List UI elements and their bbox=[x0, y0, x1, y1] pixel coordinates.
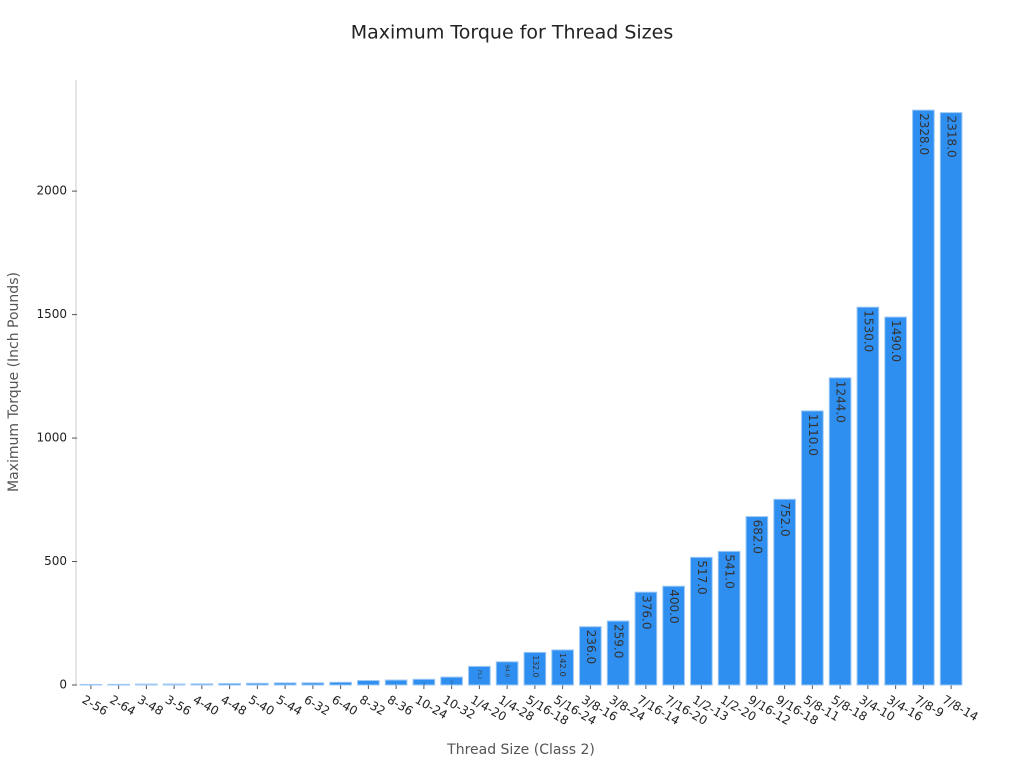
x-tick-label: 3-48 bbox=[135, 693, 166, 719]
bar bbox=[301, 682, 325, 686]
value-label: 3.5 bbox=[145, 687, 147, 689]
value-label: 2328.0 bbox=[917, 113, 931, 155]
bar bbox=[579, 626, 602, 686]
value-label: 6.9 bbox=[256, 686, 258, 688]
value-label: 1244.0 bbox=[834, 381, 848, 423]
bar bbox=[523, 651, 547, 686]
value-label: 1110.0 bbox=[806, 414, 820, 456]
y-tick-label: 0 bbox=[59, 678, 67, 692]
value-label: 20.0 bbox=[395, 683, 397, 686]
x-tick-label: 5-40 bbox=[246, 693, 277, 719]
bar bbox=[495, 661, 519, 686]
bar bbox=[329, 681, 352, 686]
x-axis-label: Thread Size (Class 2) bbox=[446, 742, 595, 758]
x-tick-label: 6-32 bbox=[302, 693, 333, 719]
chart-title: Maximum Torque for Thread Sizes bbox=[351, 22, 674, 44]
value-label: 4.0 bbox=[173, 687, 175, 689]
x-tick-label: 8-32 bbox=[357, 693, 388, 719]
bar bbox=[634, 591, 658, 686]
bar bbox=[856, 306, 880, 686]
bar bbox=[801, 410, 824, 686]
bar bbox=[828, 377, 852, 686]
bar bbox=[79, 683, 103, 686]
value-label: 1490.0 bbox=[889, 320, 903, 362]
bar bbox=[357, 680, 380, 686]
bar bbox=[717, 550, 741, 686]
value-label: 752.0 bbox=[778, 502, 792, 536]
bar bbox=[468, 665, 491, 686]
value-label: 682.0 bbox=[750, 520, 764, 554]
y-tick-label: 1000 bbox=[36, 431, 67, 445]
value-label: 259.0 bbox=[612, 624, 626, 658]
value-label: 541.0 bbox=[723, 554, 737, 588]
bar bbox=[745, 516, 769, 686]
x-tick-label: 2-64 bbox=[107, 693, 138, 719]
bar bbox=[662, 585, 685, 686]
x-tick-label: 2-56 bbox=[80, 693, 111, 719]
value-label: 94.0 bbox=[504, 665, 510, 678]
value-label: 8.5 bbox=[284, 686, 286, 688]
bar bbox=[939, 112, 963, 686]
x-tick-label: 8-36 bbox=[385, 693, 416, 719]
x-tick-label: 4-48 bbox=[218, 693, 249, 719]
value-label: 23.0 bbox=[422, 682, 424, 685]
value-label: 32.0 bbox=[450, 680, 452, 685]
bar bbox=[162, 683, 186, 686]
value-label: 517.0 bbox=[695, 560, 709, 594]
bar bbox=[135, 683, 158, 686]
value-label: 132.0 bbox=[531, 655, 540, 677]
bar bbox=[884, 316, 907, 686]
value-label: 8.7 bbox=[311, 686, 313, 688]
bar bbox=[246, 682, 269, 686]
value-label: 2318.0 bbox=[945, 116, 959, 158]
y-tick-label: 1500 bbox=[36, 307, 67, 321]
bar bbox=[440, 676, 463, 686]
value-label: 2.7 bbox=[117, 687, 119, 689]
bar bbox=[190, 683, 214, 686]
x-tick-label: 4-40 bbox=[191, 693, 222, 719]
value-label: 75.2 bbox=[476, 669, 482, 679]
bar bbox=[606, 620, 630, 686]
bar bbox=[912, 109, 935, 686]
bar bbox=[690, 556, 713, 686]
value-label: 400.0 bbox=[667, 589, 681, 623]
value-label: 5.9 bbox=[228, 687, 230, 689]
y-tick-label: 2000 bbox=[36, 184, 67, 198]
value-label: 4.7 bbox=[200, 687, 202, 689]
value-label: 236.0 bbox=[584, 630, 598, 664]
y-axis-label: Maximum Torque (Inch Pounds) bbox=[6, 272, 22, 492]
bar bbox=[412, 678, 436, 686]
x-tick-label: 5-44 bbox=[274, 693, 305, 719]
value-label: 2.2 bbox=[89, 687, 91, 689]
value-label: 18.0 bbox=[367, 684, 369, 687]
bar bbox=[551, 649, 574, 686]
bar bbox=[273, 682, 297, 686]
value-label: 376.0 bbox=[639, 595, 653, 629]
value-label: 1530.0 bbox=[861, 310, 875, 352]
x-tick-label: 3-56 bbox=[163, 693, 194, 719]
bar bbox=[384, 679, 408, 686]
value-label: 10.9 bbox=[339, 685, 341, 688]
y-tick-label: 500 bbox=[44, 554, 67, 568]
bar bbox=[107, 683, 130, 686]
bar bbox=[218, 683, 241, 686]
bar bbox=[773, 498, 796, 686]
value-label: 142.0 bbox=[558, 653, 568, 677]
x-tick-label: 6-40 bbox=[329, 693, 360, 719]
